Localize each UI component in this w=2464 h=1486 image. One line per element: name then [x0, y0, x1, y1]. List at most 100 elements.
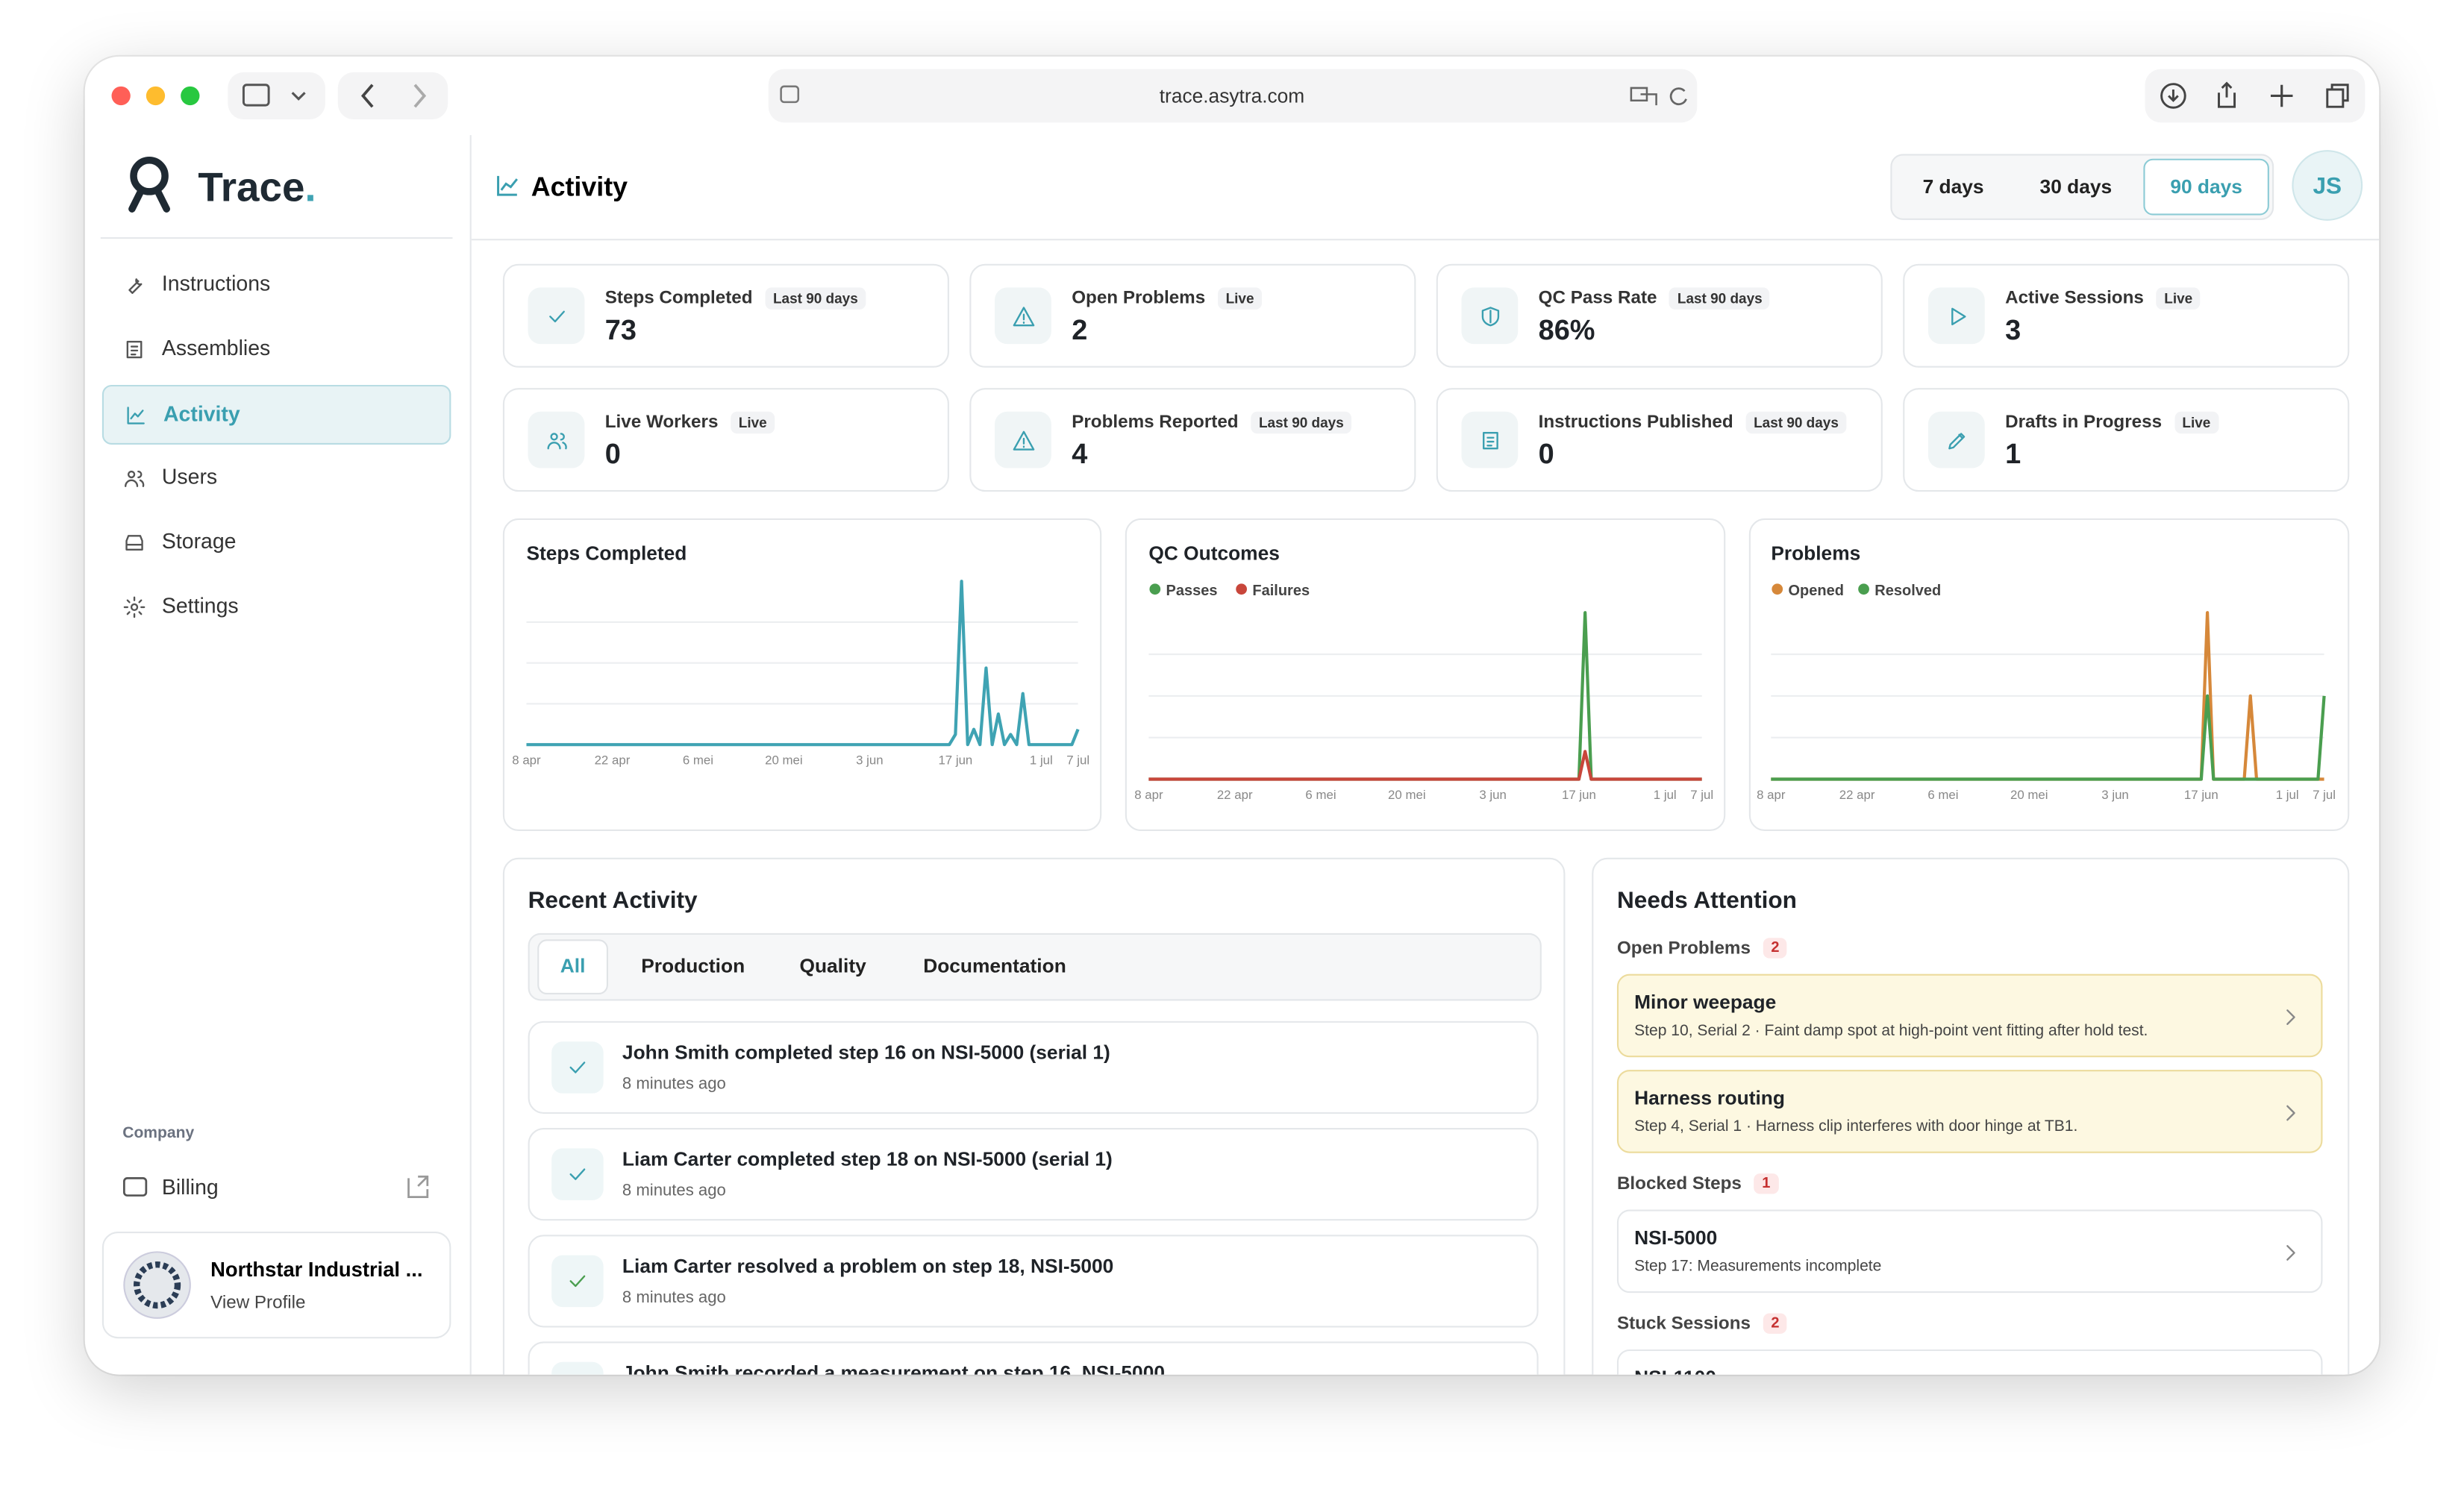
x-tick-label: 22 apr: [1217, 788, 1253, 802]
x-tick-label: 17 jun: [1562, 788, 1596, 802]
x-tick-label: 22 apr: [595, 753, 631, 768]
legend-label: Opened: [1788, 583, 1843, 599]
range-button[interactable]: 90 days: [2143, 158, 2269, 216]
stat-label: Active Sessions: [2005, 289, 2144, 308]
activity-icon: [551, 1148, 604, 1200]
activity-item[interactable]: John Smith recorded a measurement on ste…: [528, 1341, 1539, 1375]
stat-value: 0: [1538, 438, 1554, 470]
stat-value: 4: [1072, 438, 1088, 470]
nav-item[interactable]: Settings: [102, 578, 451, 638]
sidebar-icon: [242, 84, 270, 107]
attention-card[interactable]: NSI-1100: [1616, 1349, 2323, 1375]
activity-time: 8 minutes ago: [622, 1181, 726, 1200]
nav-item[interactable]: Users: [102, 449, 451, 509]
url-bar[interactable]: [768, 69, 1698, 123]
icon: [1948, 432, 1965, 449]
stat-value: 3: [2005, 314, 2021, 346]
stat-label: Open Problems: [1072, 289, 1206, 308]
activity-item[interactable]: Liam Carter completed step 18 on NSI-500…: [528, 1128, 1539, 1221]
stat-header: Steps Completed Last 90 days: [605, 287, 866, 310]
reload-icon[interactable]: [1669, 87, 1687, 106]
nav-item[interactable]: Activity: [101, 384, 451, 445]
attention-card-title: Minor weepage: [1634, 991, 1777, 1014]
close-button[interactable]: [111, 86, 131, 106]
range-button[interactable]: 30 days: [2039, 175, 2113, 198]
stat-header: Open Problems Live: [1072, 287, 1263, 310]
translate-icon[interactable]: [1630, 87, 1657, 106]
stat-header: Active Sessions Live: [2005, 287, 2201, 310]
avatar[interactable]: [2292, 150, 2363, 221]
charts: Steps Completed 8 apr 22 apr 6 mei 20 mei 3 j…: [512, 542, 2336, 802]
stat-badge: Last 90 days: [765, 287, 866, 310]
nav-icon: [122, 273, 146, 297]
nav-item[interactable]: Storage: [102, 514, 451, 574]
nav-label: Settings: [161, 594, 239, 618]
back-button[interactable]: [360, 84, 374, 108]
nav-label: Users: [161, 465, 218, 489]
page-title: Activity: [531, 172, 628, 202]
activity-icon: [551, 1041, 604, 1094]
range-button[interactable]: 7 days: [1922, 175, 1984, 198]
x-tick-label: 7 jul: [2313, 788, 2336, 802]
tab[interactable]: All: [537, 939, 608, 995]
x-tick-label: 20 mei: [2010, 788, 2048, 802]
chevron: [2279, 1006, 2303, 1029]
x-tick-label: 8 apr: [512, 753, 541, 768]
x-tick-label: 3 jun: [2101, 788, 2129, 802]
stat-card: Drafts in Progress Live 1: [1903, 388, 2350, 492]
profile-link[interactable]: View Profile: [210, 1292, 305, 1312]
nav-item[interactable]: Instructions: [102, 256, 451, 316]
stat-header: Instructions Published Last 90 days: [1539, 411, 1847, 434]
activity-time: 8 minutes ago: [622, 1288, 726, 1308]
new-tab-icon[interactable]: [2270, 84, 2293, 107]
x-tick-label: 1 jul: [2276, 788, 2299, 802]
attention-card[interactable]: Minor weepage Step 10, Serial 2 · Faint d…: [1616, 974, 2323, 1058]
tab[interactable]: Quality: [799, 955, 866, 977]
attention-card[interactable]: NSI-5000 Step 17: Measurements incomplete: [1616, 1209, 2323, 1294]
activity-text: John Smith completed step 16 on NSI-5000…: [622, 1041, 1110, 1064]
tabs-icon[interactable]: [2326, 84, 2349, 108]
activity-item[interactable]: John Smith completed step 16 on NSI-5000…: [528, 1021, 1539, 1114]
stat-value: 86%: [1538, 314, 1595, 346]
stat-icon: [528, 287, 585, 345]
icon: [1951, 307, 1966, 325]
forward-button[interactable]: [413, 84, 427, 108]
stat-value: 73: [604, 314, 637, 346]
line: [1148, 750, 1702, 781]
needs-attention: Needs Attention Open Problems 2 Minor weepa…: [1592, 857, 2350, 1375]
brand-logo: [130, 157, 169, 195]
activity-item[interactable]: Liam Carter resolved a problem on step 1…: [528, 1235, 1539, 1328]
x-tick-label: 8 apr: [1134, 788, 1163, 802]
icon: [569, 1168, 586, 1180]
count-badge: 2: [1763, 1313, 1788, 1334]
chevron: [2279, 1101, 2303, 1125]
nav-icon: [122, 595, 146, 619]
stat-card: Steps Completed Last 90 days 73: [502, 263, 949, 368]
share-icon[interactable]: [2218, 81, 2236, 108]
tab[interactable]: Production: [641, 955, 745, 977]
stat-value: 1: [2005, 438, 2021, 470]
icon: [548, 310, 564, 322]
stat-badge: Last 90 days: [1251, 411, 1352, 434]
stat-value: 0: [604, 438, 621, 470]
count-badge: 1: [1754, 1173, 1778, 1194]
minimize-button[interactable]: [146, 86, 166, 106]
zoom-button[interactable]: [181, 86, 200, 106]
download-icon[interactable]: [2160, 83, 2186, 109]
nav-item[interactable]: Assemblies: [102, 321, 451, 380]
stat-label: Problems Reported: [1072, 413, 1239, 433]
stat-header: Drafts in Progress Live: [2005, 411, 2218, 434]
stat-card: Open Problems Live 2: [969, 263, 1416, 368]
billing-link[interactable]: Billing: [162, 1176, 219, 1200]
overlay: Northstar Industrial ... View Profile: [123, 1251, 422, 1319]
icon: [1481, 430, 1498, 449]
brand-logo-legs: [128, 186, 170, 213]
stat-label: Drafts in Progress: [2005, 413, 2163, 433]
page: trace.asytra.com Trace. Activity JS Comp…: [85, 57, 2380, 1375]
attention-card[interactable]: Harness routing Step 4, Serial 1 · Harnes…: [1616, 1070, 2323, 1153]
legend-dot: [1149, 583, 1161, 595]
external-link-icon[interactable]: [407, 1175, 429, 1199]
tab[interactable]: Documentation: [923, 955, 1066, 977]
icon: [1480, 306, 1499, 326]
nav-icon: [124, 404, 148, 427]
